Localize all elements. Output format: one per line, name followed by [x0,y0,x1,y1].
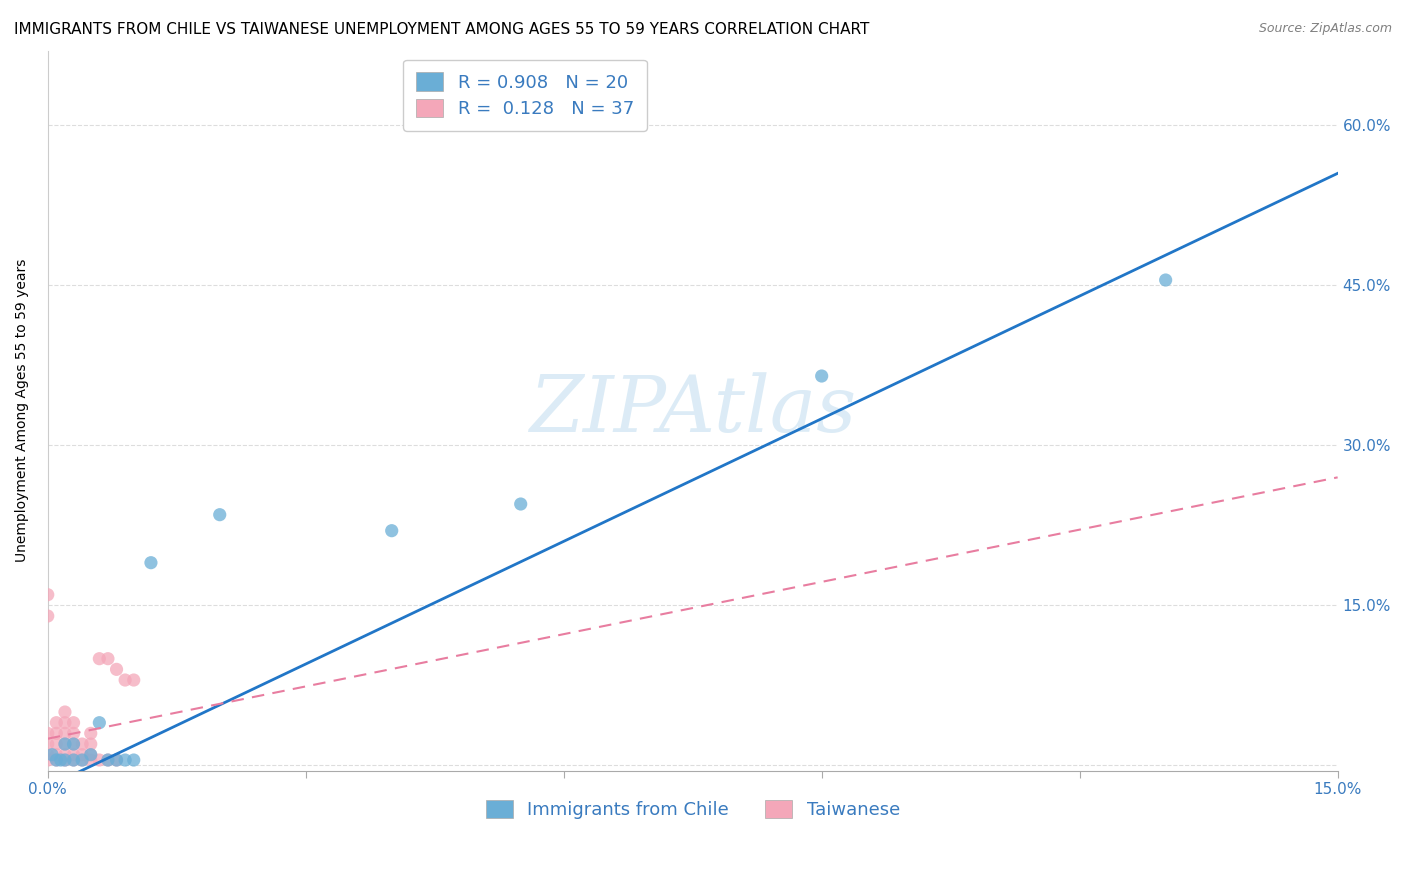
Point [45,726,67,740]
Point [80,747,103,762]
Point [509,497,531,511]
Point [45,753,67,767]
Text: IMMIGRANTS FROM CHILE VS TAIWANESE UNEMPLOYMENT AMONG AGES 55 TO 59 YEARS CORREL: IMMIGRANTS FROM CHILE VS TAIWANESE UNEMP… [14,22,869,37]
Y-axis label: Unemployment Among Ages 55 to 59 years: Unemployment Among Ages 55 to 59 years [15,259,30,562]
Point [70,737,93,751]
Point [37,726,59,740]
Point [53,715,76,730]
Point [53,753,76,767]
Point [53,737,76,751]
Point [45,747,67,762]
Point [114,753,136,767]
Point [97,651,120,665]
Point [70,747,93,762]
Point [37,609,59,624]
Point [53,726,76,740]
Point [70,753,93,767]
Text: ZIPAtlas: ZIPAtlas [529,373,856,449]
Text: Source: ZipAtlas.com: Source: ZipAtlas.com [1258,22,1392,36]
Point [41,747,63,762]
Point [97,753,120,767]
Point [208,508,231,522]
Point [53,753,76,767]
Point [105,662,128,676]
Point [80,726,103,740]
Point [139,556,162,570]
Point [37,747,59,762]
Point [62,753,84,767]
Point [62,737,84,751]
Point [80,747,103,762]
Point [62,737,84,751]
Point [53,737,76,751]
Point [70,753,93,767]
Point [37,737,59,751]
Point [105,753,128,767]
Point [97,753,120,767]
Point [810,369,832,384]
Point [45,753,67,767]
Point [381,524,404,538]
Point [89,715,111,730]
Point [89,753,111,767]
Point [62,753,84,767]
Point [37,588,59,602]
Point [114,673,136,687]
Point [45,737,67,751]
Legend: Immigrants from Chile, Taiwanese: Immigrants from Chile, Taiwanese [478,793,907,827]
Point [105,753,128,767]
Point [122,753,145,767]
Point [122,673,145,687]
Point [53,747,76,762]
Point [49,753,72,767]
Point [80,753,103,767]
Point [80,737,103,751]
Point [62,747,84,762]
Point [62,715,84,730]
Point [37,753,59,767]
Point [45,715,67,730]
Point [53,705,76,719]
Point [89,651,111,665]
Point [62,726,84,740]
Point [1154,273,1177,287]
